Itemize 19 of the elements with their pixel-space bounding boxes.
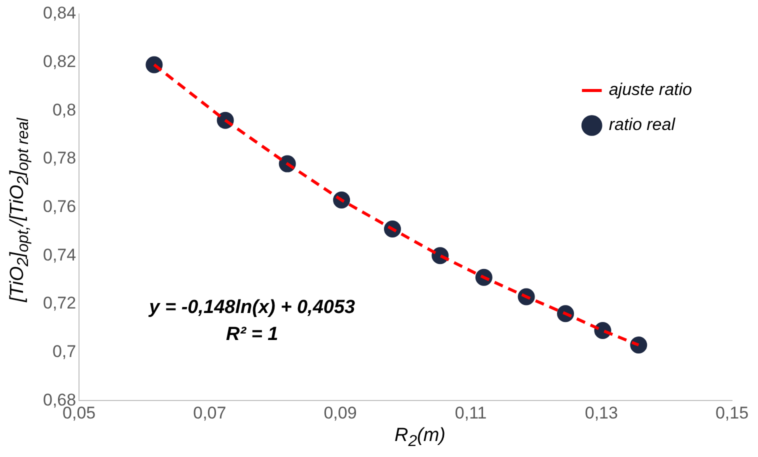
y-tick-label: 0,68	[42, 390, 76, 410]
legend-label: ajuste ratio	[608, 80, 692, 100]
y-tick-label: 0,76	[42, 196, 76, 216]
x-tick-label: 0,15	[715, 403, 749, 422]
annotation: R² = 1	[226, 324, 278, 346]
x-tick-label: 0,13	[584, 403, 618, 422]
y-tick-label: 0,7	[52, 342, 76, 361]
y-tick-label: 0,78	[42, 148, 76, 168]
y-tick-label: 0,74	[42, 245, 76, 264]
x-tick-label: 0,07	[193, 403, 226, 422]
x-tick-label: 0,09	[324, 403, 357, 422]
annotation: y = -0,148ln(x) + 0,4053	[148, 297, 356, 318]
y-tick-label: 0,72	[42, 294, 76, 313]
legend-label: ratio real	[608, 115, 676, 134]
x-axis-title: R$_{2}$(m)	[394, 425, 446, 451]
y-tick-label: 0,82	[42, 52, 76, 72]
y-tick-label: 0,84	[42, 4, 76, 23]
y-tick-label: 0,8	[52, 100, 76, 120]
x-tick-label: 0,11	[454, 403, 487, 422]
